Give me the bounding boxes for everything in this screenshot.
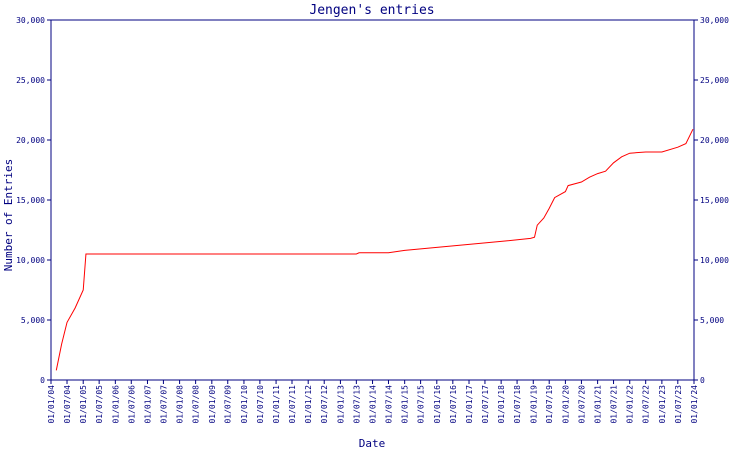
x-tick-label: 01/07/04	[63, 385, 72, 424]
x-tick-label: 01/07/08	[192, 385, 201, 424]
x-tick-label: 01/07/21	[610, 385, 619, 424]
y2-tick-label: 5,000	[700, 316, 724, 325]
y-tick-label: 0	[40, 376, 45, 385]
x-tick-label: 01/01/13	[336, 385, 345, 424]
x-tick-label: 01/07/22	[642, 385, 651, 424]
x-tick-label: 01/01/16	[433, 385, 442, 424]
x-tick-label: 01/07/20	[577, 385, 586, 424]
data-line	[55, 128, 694, 371]
y2-tick-label: 15,000	[700, 196, 729, 205]
x-tick-label: 01/07/13	[352, 385, 361, 424]
x-tick-label: 01/01/06	[111, 385, 120, 424]
x-tick-label: 01/01/09	[208, 385, 217, 424]
x-tick-label: 01/01/05	[79, 385, 88, 424]
x-tick-label: 01/07/19	[545, 385, 554, 424]
x-tick-label: 01/01/15	[401, 385, 410, 424]
x-tick-label: 01/01/22	[626, 385, 635, 424]
x-tick-label: 01/01/18	[497, 385, 506, 424]
x-tick-label: 01/07/14	[384, 385, 393, 424]
y-tick-label: 30,000	[16, 16, 45, 25]
x-tick-label: 01/01/12	[304, 385, 313, 424]
x-axis-label: Date	[359, 437, 386, 450]
x-tick-label: 01/01/21	[594, 385, 603, 424]
x-tick-label: 01/07/15	[417, 385, 426, 424]
x-tick-label: 01/01/04	[47, 385, 56, 424]
x-tick-label: 01/01/07	[143, 385, 152, 424]
x-tick-label: 01/07/23	[674, 385, 683, 424]
x-tick-label: 01/07/17	[481, 385, 490, 424]
x-tick-label: 01/01/14	[369, 385, 378, 424]
x-tick-label: 01/07/06	[127, 385, 136, 424]
x-tick-label: 01/01/20	[561, 385, 570, 424]
x-tick-label: 01/01/10	[240, 385, 249, 424]
x-tick-label: 01/01/08	[176, 385, 185, 424]
y-tick-label: 15,000	[16, 196, 45, 205]
x-tick-label: 01/07/09	[224, 385, 233, 424]
y2-tick-label: 10,000	[700, 256, 729, 265]
y2-tick-label: 25,000	[700, 76, 729, 85]
x-tick-label: 01/01/19	[529, 385, 538, 424]
y-tick-label: 5,000	[21, 316, 45, 325]
x-tick-label: 01/07/07	[159, 385, 168, 424]
y-axis-label: Number of Entries	[2, 159, 15, 272]
x-tick-label: 01/01/17	[465, 385, 474, 424]
x-tick-label: 01/07/12	[320, 385, 329, 424]
y2-tick-label: 0	[700, 376, 705, 385]
x-tick-label: 01/07/11	[288, 385, 297, 424]
y2-tick-label: 20,000	[700, 136, 729, 145]
x-tick-label: 01/07/16	[449, 385, 458, 424]
x-tick-label: 01/01/23	[658, 385, 667, 424]
x-tick-label: 01/01/11	[272, 385, 281, 424]
x-tick-label: 01/07/18	[513, 385, 522, 424]
chart-title: Jengen's entries	[309, 3, 434, 18]
x-tick-label: 01/01/24	[690, 385, 699, 424]
x-tick-label: 01/07/05	[95, 385, 104, 424]
y-tick-label: 25,000	[16, 76, 45, 85]
y-tick-label: 10,000	[16, 256, 45, 265]
x-tick-label: 01/07/10	[256, 385, 265, 424]
y-tick-label: 20,000	[16, 136, 45, 145]
y2-tick-label: 30,000	[700, 16, 729, 25]
